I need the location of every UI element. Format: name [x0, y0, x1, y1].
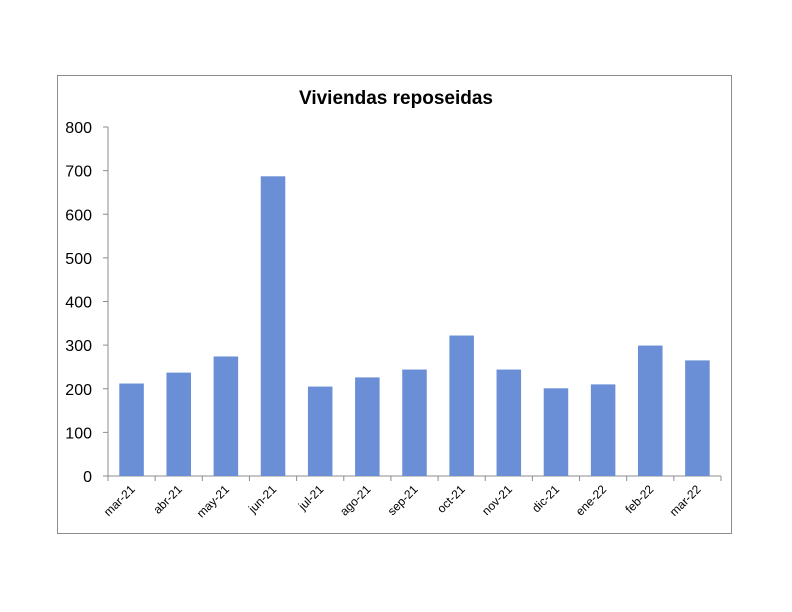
y-tick-label: 100 [65, 425, 92, 442]
x-tick-label: ene-22 [573, 482, 610, 519]
bar-sep-21 [402, 369, 427, 476]
y-tick-label: 400 [65, 295, 92, 312]
x-tick-label: mar-21 [101, 482, 138, 519]
x-tick-label: oct-21 [434, 482, 468, 516]
bars [119, 176, 710, 476]
bar-oct-21 [449, 335, 474, 476]
y-tick-label: 200 [65, 382, 92, 399]
x-tick-label: ago-21 [337, 482, 374, 519]
y-tick-label: 300 [65, 338, 92, 355]
y-tick-label: 600 [65, 207, 92, 224]
x-tick-label: jun-21 [245, 482, 279, 516]
bar-nov-21 [496, 369, 522, 476]
bar-mar-21 [119, 383, 144, 476]
bar-feb-22 [638, 345, 663, 476]
chart-title: Viviendas reposeidas [299, 88, 493, 109]
y-tick-label: 0 [83, 469, 92, 486]
x-tick-label: abr-21 [150, 482, 185, 517]
x-tick-label: may-21 [194, 482, 232, 520]
y-tick-label: 800 [65, 120, 92, 137]
bar-dic-21 [543, 388, 569, 476]
bar-mar-22 [685, 360, 710, 476]
y-axis: 0 100 200 300 400 500 600 700 800 [65, 120, 109, 486]
x-tick-label: sep-21 [385, 482, 421, 518]
bar-ene-22 [590, 384, 616, 476]
bar-ago-21 [355, 377, 380, 476]
x-axis: mar-21 abr-21 may-21 jun-21 jul-21 ago-21 sep-… [101, 475, 722, 520]
x-tick-label: dic-21 [529, 482, 562, 515]
bar-jun-21 [260, 176, 286, 476]
x-tick-label: jul-21 [295, 482, 327, 514]
bar-jul-21 [307, 386, 333, 476]
x-tick-label: nov-21 [479, 482, 515, 518]
x-tick-label: feb-22 [622, 482, 656, 516]
y-tick-label: 500 [65, 251, 92, 268]
bar-may-21 [213, 356, 239, 476]
bar-abr-21 [166, 372, 191, 476]
y-tick-label: 700 [65, 164, 92, 181]
x-tick-label: mar-22 [667, 482, 704, 519]
